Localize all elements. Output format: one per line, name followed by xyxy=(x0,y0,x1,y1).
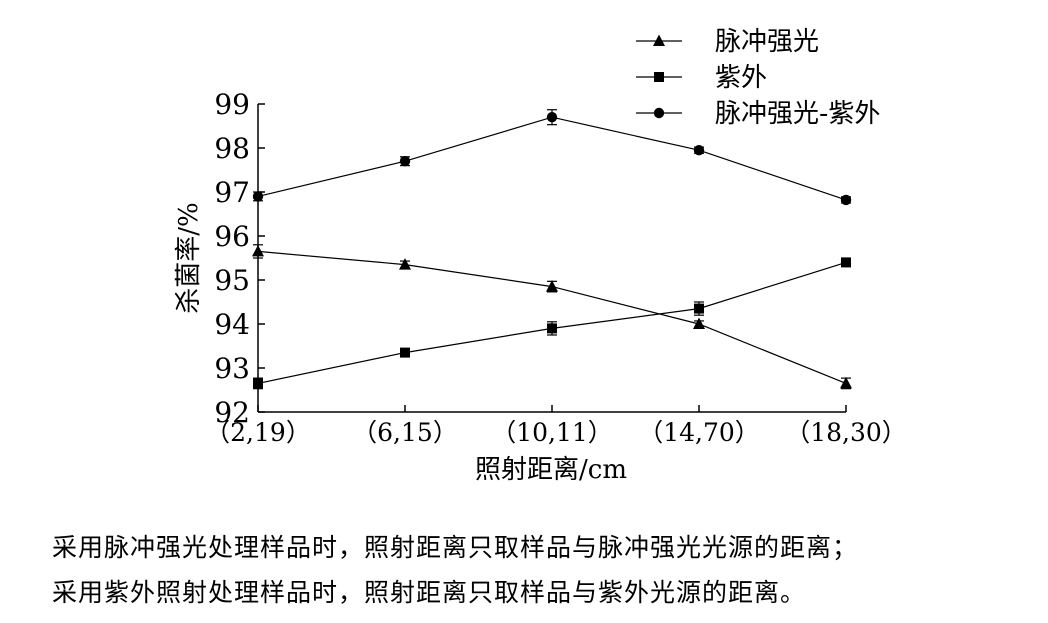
data-point-triangle xyxy=(840,376,852,389)
y-axis-label: 杀菌率/% xyxy=(174,202,204,313)
y-tick-label: 95 xyxy=(214,264,250,297)
data-point-triangle xyxy=(399,258,411,270)
caption-line-2: 采用紫外照射处理样品时，照射距离只取样品与紫外光源的距离。 xyxy=(52,578,807,607)
data-point-square xyxy=(654,72,664,82)
legend-label: 脉冲强光-紫外 xyxy=(715,99,880,129)
axes: 92 93 94 95 96 97 98 99 （2,19） （6,15） （10,11） （14,7… xyxy=(205,88,907,447)
data-point-square xyxy=(841,257,851,268)
y-tick-label: 99 xyxy=(214,88,250,121)
data-point-circle xyxy=(252,191,264,202)
y-tick-label: 97 xyxy=(214,176,250,209)
data-point-circle xyxy=(399,156,411,167)
x-tick-label: （10,11） xyxy=(491,418,613,447)
data-point-circle xyxy=(546,112,558,123)
x-tick-label: （2,19） xyxy=(205,418,311,447)
legend-label: 脉冲强光 xyxy=(715,27,819,57)
data-point-triangle xyxy=(693,317,705,329)
x-tick-label: （6,15） xyxy=(352,418,458,447)
series-line xyxy=(257,116,847,201)
legend-item-1: 脉冲强光 xyxy=(636,27,819,57)
series-group xyxy=(252,109,852,390)
data-point-square xyxy=(400,347,410,358)
x-tick-label: （14,70） xyxy=(638,418,760,447)
line-chart: 92 93 94 95 96 97 98 99 （2,19） （6,15） （10,11） （14,7… xyxy=(174,27,907,485)
series-3 xyxy=(252,109,852,206)
data-point-square xyxy=(547,323,557,334)
y-tick-label: 92 xyxy=(214,396,250,429)
data-point-triangle xyxy=(546,280,558,292)
data-point-square xyxy=(694,303,704,314)
data-point-circle xyxy=(653,107,665,119)
data-point-square xyxy=(253,378,263,389)
data-point-triangle xyxy=(252,244,264,257)
legend-label: 紫外 xyxy=(715,63,767,93)
caption-line-1: 采用脉冲强光处理样品时，照射距离只取样品与脉冲强光光源的距离； xyxy=(52,533,859,562)
y-tick-label: 93 xyxy=(214,352,250,385)
legend-item-2: 紫外 xyxy=(636,63,767,93)
data-point-triangle xyxy=(653,34,665,46)
y-tick-label: 98 xyxy=(214,132,250,165)
legend-item-3: 脉冲强光-紫外 xyxy=(636,99,880,129)
y-tick-label: 94 xyxy=(214,308,250,341)
y-tick-label: 96 xyxy=(214,220,250,253)
data-point-circle xyxy=(840,194,852,206)
series-1 xyxy=(252,244,852,390)
series-line xyxy=(257,250,847,384)
data-point-circle xyxy=(693,145,705,156)
series-2 xyxy=(253,257,851,390)
x-tick-label: （18,30） xyxy=(785,418,907,447)
x-axis-label: 照射距离/cm xyxy=(475,455,627,485)
